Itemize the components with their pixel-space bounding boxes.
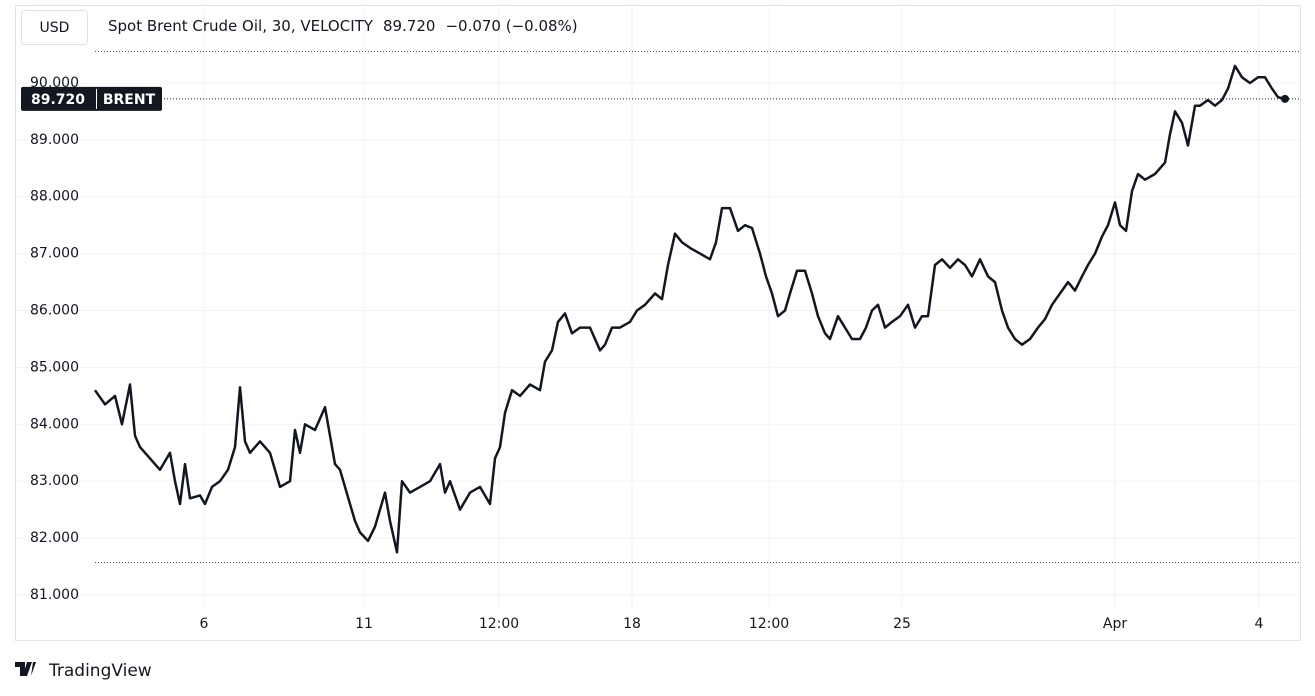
y-tick-label: 86.000 [30, 303, 79, 319]
price-tag-value: 89.720 [31, 92, 85, 108]
y-tick-label: 89.000 [30, 132, 79, 148]
x-tick-label: 18 [623, 616, 641, 632]
title-text: Spot Brent Crude Oil, 30, VELOCITY [108, 17, 374, 35]
x-tick-label: 11 [355, 616, 373, 632]
last-price-text: 89.720 [383, 17, 436, 35]
price-tag-name: BRENT [103, 92, 156, 108]
price-line [93, 64, 1286, 554]
x-tick-label: 12:00 [749, 616, 789, 632]
x-tick-label: Apr [1103, 616, 1127, 632]
x-tick-label: 4 [1255, 616, 1264, 632]
brand-logo: TradingView [15, 661, 152, 681]
price-tag [21, 86, 162, 111]
brand-text: TradingView [48, 661, 152, 681]
y-tick-label: 88.000 [30, 189, 79, 205]
y-tick-label: 85.000 [30, 359, 79, 375]
currency-button[interactable] [21, 10, 88, 45]
x-tick-label: 25 [893, 616, 911, 632]
currency-label[interactable]: USD [40, 20, 70, 36]
y-tick-label: 84.000 [30, 416, 79, 432]
y-tick-label: 87.000 [30, 246, 79, 262]
y-tick-label: 83.000 [30, 473, 79, 489]
grid [16, 6, 1300, 610]
change-text: −0.070 (−0.08%) [445, 17, 577, 35]
y-tick-label: 81.000 [30, 587, 79, 603]
chart-title: Spot Brent Crude Oil, 30, VELOCITY 89.720… [108, 17, 578, 35]
x-tick-label: 6 [200, 616, 209, 632]
brand-icon [15, 662, 36, 676]
x-tick-label: 12:00 [479, 616, 519, 632]
plot [93, 64, 1300, 554]
chart-frame [15, 5, 1301, 641]
y-tick-label: 82.000 [30, 530, 79, 546]
last-point [1281, 94, 1289, 103]
